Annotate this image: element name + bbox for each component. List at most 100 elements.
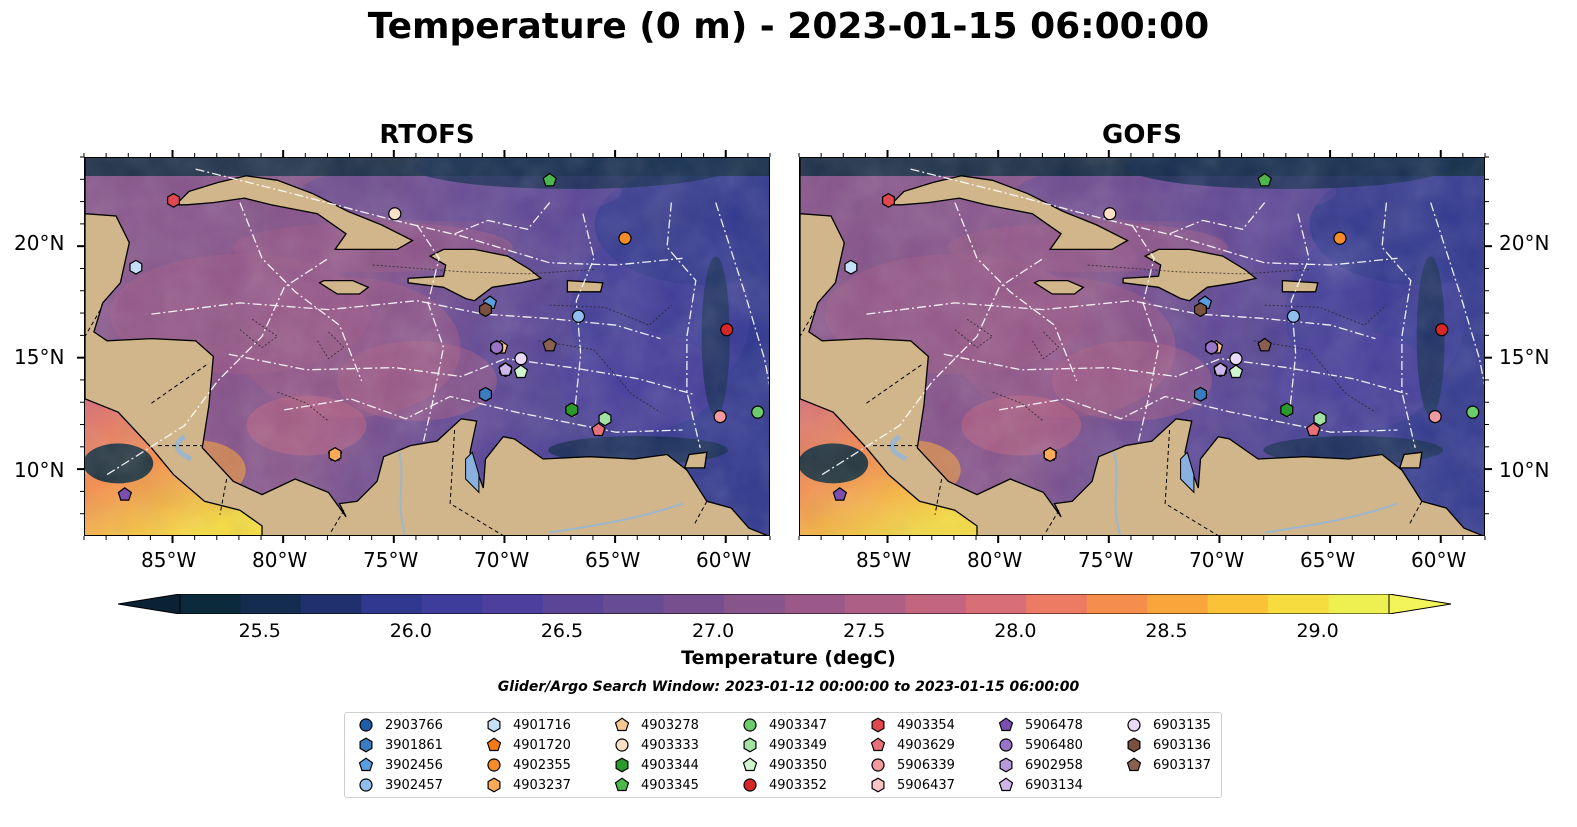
- legend-item-4903345: 4903345: [613, 776, 699, 794]
- platform-4902355-marker: [1333, 231, 1347, 245]
- lon-tick-label: 75°W: [1078, 548, 1134, 572]
- platform-5906339-marker: [713, 410, 727, 424]
- colorbar-bin: [1207, 594, 1269, 614]
- platform-4903347-marker: [1466, 405, 1480, 419]
- colorbar-tick-label: 27.0: [691, 620, 735, 642]
- platform-6903135-marker: [1229, 352, 1243, 366]
- legend-item-6903137: 6903137: [1125, 756, 1211, 774]
- legend-label: 4903344: [641, 757, 699, 773]
- legend-item-4903333: 4903333: [613, 736, 699, 754]
- colorbar-tick-label: 26.0: [389, 620, 432, 642]
- platform-4901716-marker: [129, 259, 143, 275]
- platform-3901861-marker: [479, 386, 492, 402]
- colorbar-label: Temperature (degC): [681, 647, 896, 669]
- legend-item-4903354: 4903354: [869, 716, 955, 734]
- platform-4903350-marker: [1228, 364, 1244, 379]
- lat-tick-label: 15°N: [1499, 345, 1550, 369]
- platform-5906480-marker: [490, 340, 504, 355]
- legend-label: 2903766: [385, 717, 443, 733]
- platform-5906478-marker: [117, 487, 133, 501]
- platform-4903237-marker: [328, 447, 342, 462]
- colorbar-bin: [421, 594, 483, 614]
- puertoRico-land: [566, 279, 604, 293]
- platform-6903137-marker: [542, 337, 557, 352]
- colorbar-over-arrow: [1388, 593, 1452, 615]
- colorbar-bin: [724, 594, 785, 614]
- lon-tick-label: 75°W: [363, 548, 419, 572]
- platform-4903349-marker: [1313, 411, 1327, 427]
- legend-marker-4901716: [487, 717, 501, 733]
- gofs-map: [799, 157, 1485, 536]
- lat-tick-label: 10°N: [14, 458, 65, 482]
- colorbar-under-arrow: [117, 593, 181, 615]
- platform-6903136-marker: [1194, 302, 1207, 318]
- legend-label: 4903345: [641, 777, 699, 793]
- colorbar-bin: [180, 594, 241, 614]
- legend-marker-4903350: [742, 757, 758, 772]
- legend-item-6902958: 6902958: [997, 756, 1083, 774]
- colorbar-bin: [542, 594, 604, 614]
- legend-marker-4902355: [487, 758, 501, 772]
- legend-item-6903134: 6903134: [997, 776, 1083, 794]
- lon-tick-label: 85°W: [856, 548, 912, 572]
- legend-item-5906437: 5906437: [869, 776, 955, 794]
- platform-4903629-marker: [591, 422, 606, 437]
- colorbar-tick-label: 28.0: [994, 620, 1037, 642]
- platform-4903345-marker: [542, 172, 557, 187]
- legend-marker-6903137: [1126, 757, 1142, 772]
- legend-marker-6903135: [1127, 718, 1141, 732]
- legend-item-6903135: 6903135: [1125, 716, 1211, 734]
- legend-item-3901861: 3901861: [357, 736, 443, 754]
- legend-marker-6903136: [1127, 737, 1141, 753]
- legend-label: 4903350: [769, 757, 827, 773]
- legend-label: 3902456: [385, 757, 443, 773]
- legend-item-2903766: 2903766: [357, 716, 443, 734]
- legend-marker-4903349: [743, 737, 757, 753]
- platform-6903137-marker: [1257, 337, 1272, 352]
- platform-4903237-marker: [1043, 447, 1057, 462]
- legend-label: 4903333: [641, 737, 699, 753]
- legend-item-5906480: 5906480: [997, 736, 1083, 754]
- jamaica-land: [318, 279, 370, 295]
- legend-label: 5906480: [1025, 737, 1083, 753]
- legend-label: 4903349: [769, 737, 827, 753]
- legend-label: 3902457: [385, 777, 443, 793]
- legend-label: 5906339: [897, 757, 955, 773]
- legend-marker-5906480: [999, 738, 1013, 752]
- legend-label: 6902958: [1025, 757, 1083, 773]
- platform-3902457-marker: [1286, 309, 1301, 323]
- platform-3902457-marker: [571, 309, 586, 323]
- legend-item-3902457: 3902457: [357, 776, 443, 794]
- platform-5906478-marker: [832, 487, 848, 501]
- lon-tick-label: 70°W: [474, 548, 530, 572]
- colorbar-bin: [300, 594, 362, 614]
- legend-marker-4903237: [487, 777, 501, 793]
- legend-marker-4903345: [614, 777, 630, 792]
- legend-label: 6903137: [1153, 757, 1211, 773]
- platform-4903344-marker: [1280, 402, 1294, 418]
- colorbar-bin: [844, 594, 906, 614]
- colorbar-bin: [965, 594, 1027, 614]
- legend-label: 6903136: [1153, 737, 1211, 753]
- cuba-land: [174, 175, 414, 251]
- trinidad-land: [683, 451, 708, 469]
- lon-tick-label: 80°W: [967, 548, 1023, 572]
- mainland: [85, 158, 768, 535]
- legend-label: 4903347: [769, 717, 827, 733]
- lon-tick-label: 60°W: [1411, 548, 1467, 572]
- platform-4903333-marker: [1103, 207, 1117, 221]
- platform-5906339-marker: [1428, 410, 1442, 424]
- legend-marker-5906478: [998, 717, 1014, 732]
- colorbar-bin: [1147, 594, 1209, 614]
- legend-marker-4903347: [743, 718, 757, 732]
- legend-item-3902456: 3902456: [357, 756, 443, 774]
- legend-item-4903237: 4903237: [485, 776, 571, 794]
- legend-marker-4903354: [871, 717, 885, 733]
- platform-legend: 2903766 3901861 3902456 3902457 4901716 49017…: [344, 712, 1222, 798]
- lon-tick-label: 65°W: [585, 548, 641, 572]
- legend-label: 3901861: [385, 737, 443, 753]
- platform-6903136-marker: [479, 302, 492, 318]
- rtofs-map: [84, 157, 770, 536]
- figure-title: Temperature (0 m) - 2023-01-15 06:00:00: [367, 6, 1210, 47]
- platform-4903352-marker: [1435, 323, 1449, 337]
